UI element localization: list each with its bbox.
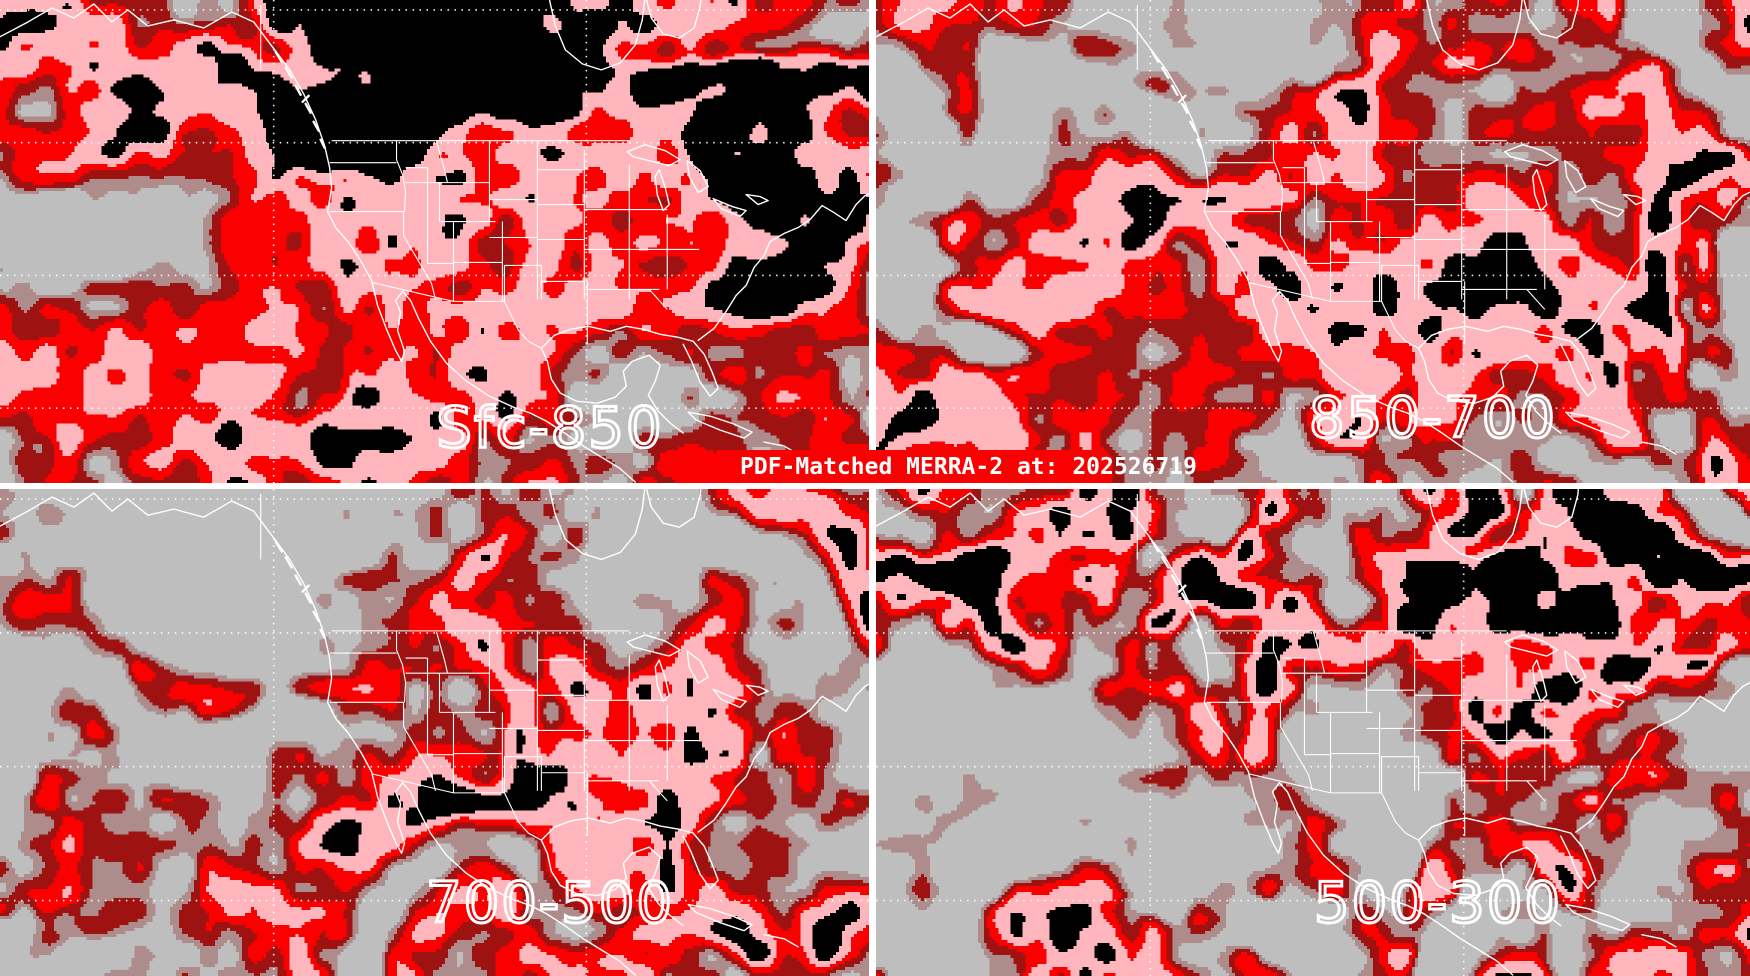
panel-label-sfc-850: Sfc-850 xyxy=(435,395,664,463)
moisture-field-canvas xyxy=(0,0,872,483)
moisture-field-canvas xyxy=(0,489,872,976)
coastline-overlay xyxy=(876,489,1750,976)
horizontal-panel-divider xyxy=(0,483,1750,489)
moisture-field-canvas xyxy=(876,489,1750,976)
moisture-field-canvas xyxy=(876,0,1750,483)
panel-sfc-850: Sfc-850 xyxy=(0,0,872,483)
panel-850-700: 850-700 xyxy=(876,0,1750,483)
title-bar: PDF-Matched MERRA-2 at: 202526719 xyxy=(736,450,1197,483)
panel-label-700-500: 700-500 xyxy=(425,870,674,938)
title-text: PDF-Matched MERRA-2 at: 202526719 xyxy=(740,453,1197,480)
panel-label-500-300: 500-300 xyxy=(1313,870,1562,938)
panel-label-850-700: 850-700 xyxy=(1308,385,1557,453)
panel-500-300: 500-300 xyxy=(876,489,1750,976)
panel-700-500: 700-500 xyxy=(0,489,872,976)
